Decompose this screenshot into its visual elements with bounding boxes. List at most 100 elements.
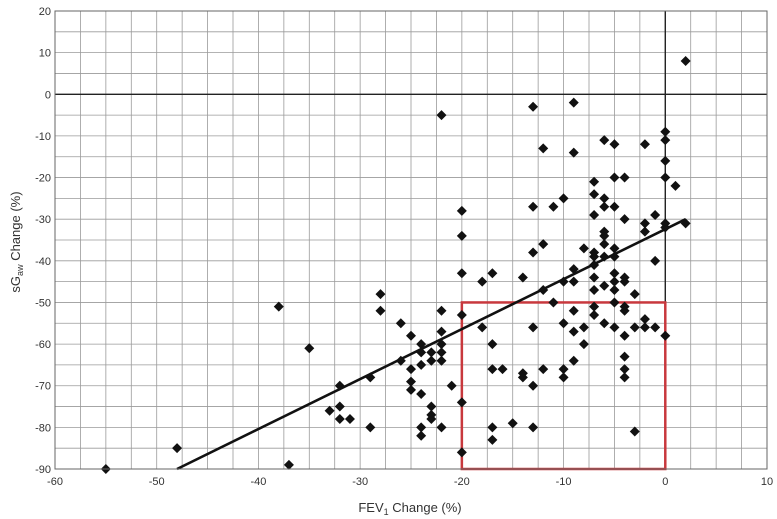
data-point — [680, 55, 691, 66]
x-tick-label: -50 — [149, 476, 165, 488]
x-tick-label: -30 — [352, 476, 368, 488]
data-point — [406, 376, 416, 387]
data-point — [599, 251, 610, 262]
data-point — [599, 201, 610, 212]
y-tick-label: -30 — [35, 214, 51, 226]
x-tick-label: -20 — [454, 476, 470, 488]
y-tick-label: -50 — [35, 297, 51, 309]
x-tick-label: 10 — [761, 476, 773, 488]
data-point — [619, 305, 630, 316]
y-tick-label: -60 — [35, 339, 51, 351]
data-point — [660, 330, 671, 341]
data-point — [599, 239, 610, 250]
x-tick-label: -10 — [556, 476, 572, 488]
grid-lines — [54, 10, 768, 470]
data-point — [568, 97, 579, 108]
data-point — [456, 230, 467, 241]
y-tick-label: -20 — [35, 173, 51, 185]
data-point — [477, 322, 488, 333]
data-point — [528, 101, 539, 112]
data-point — [558, 372, 569, 383]
y-tick-label: -90 — [35, 464, 51, 476]
plot-frame — [54, 10, 768, 470]
data-point — [589, 284, 600, 295]
data-point — [528, 201, 539, 212]
data-point — [416, 389, 427, 400]
data-point — [589, 176, 600, 187]
data-point — [650, 210, 661, 221]
data-point — [426, 401, 437, 412]
data-point — [406, 364, 416, 375]
data-point — [609, 172, 620, 183]
data-point — [487, 268, 498, 279]
data-point — [568, 305, 579, 316]
y-tick-label: 0 — [45, 89, 51, 101]
data-point — [660, 155, 671, 166]
data-point — [650, 322, 661, 333]
data-point — [589, 309, 600, 320]
data-point — [528, 380, 539, 391]
data-point — [538, 364, 549, 375]
data-point — [629, 426, 640, 437]
data-point — [365, 372, 376, 383]
data-point — [609, 139, 620, 150]
data-point — [416, 422, 427, 433]
trendline — [176, 218, 687, 471]
x-tick-labels: -60 -50 -40 -30 -20 -10 0 10 — [47, 476, 773, 488]
data-point — [528, 247, 539, 258]
data-point — [456, 268, 467, 279]
data-point — [487, 364, 498, 375]
data-point — [334, 401, 345, 412]
data-point — [538, 239, 549, 250]
data-point — [436, 305, 447, 316]
data-point — [609, 322, 620, 333]
data-point — [334, 414, 345, 425]
data-point — [446, 380, 457, 391]
data-point — [660, 135, 671, 146]
data-point — [639, 322, 650, 333]
y-axis-label: sGaw Change (%) — [8, 191, 25, 292]
data-point — [436, 110, 447, 121]
data-point — [609, 243, 620, 254]
data-point — [436, 347, 447, 358]
data-point — [589, 251, 600, 262]
data-point — [365, 422, 376, 433]
y-tick-label: -70 — [35, 381, 51, 393]
data-point — [660, 126, 671, 137]
data-point — [568, 326, 579, 337]
data-point — [558, 276, 569, 287]
data-point — [436, 355, 447, 366]
data-point — [517, 272, 528, 283]
plot-border — [54, 10, 768, 470]
y-tick-label: -10 — [35, 131, 51, 143]
data-point — [609, 276, 620, 287]
data-point — [395, 318, 406, 329]
data-point — [477, 276, 488, 287]
x-axis-label: FEV1 Change (%) — [358, 500, 461, 517]
data-point — [548, 297, 559, 308]
data-point — [568, 355, 579, 366]
data-point — [304, 343, 315, 354]
data-point — [619, 351, 630, 362]
data-point — [487, 434, 498, 445]
data-point — [629, 289, 640, 300]
x-tick-label: -60 — [47, 476, 63, 488]
data-point — [416, 430, 427, 441]
data-point — [599, 135, 610, 146]
y-tick-label: 10 — [39, 48, 51, 60]
data-point — [416, 359, 427, 370]
data-point — [344, 414, 355, 425]
trendline-segment — [176, 218, 687, 471]
data-point — [172, 443, 183, 454]
data-point — [578, 322, 589, 333]
data-point — [609, 201, 620, 212]
data-point — [558, 318, 569, 329]
data-point — [589, 210, 600, 221]
data-point — [670, 180, 681, 191]
data-point — [568, 264, 579, 275]
data-point — [416, 339, 427, 350]
data-point — [609, 284, 620, 295]
data-point — [589, 272, 600, 283]
data-point — [568, 276, 579, 287]
